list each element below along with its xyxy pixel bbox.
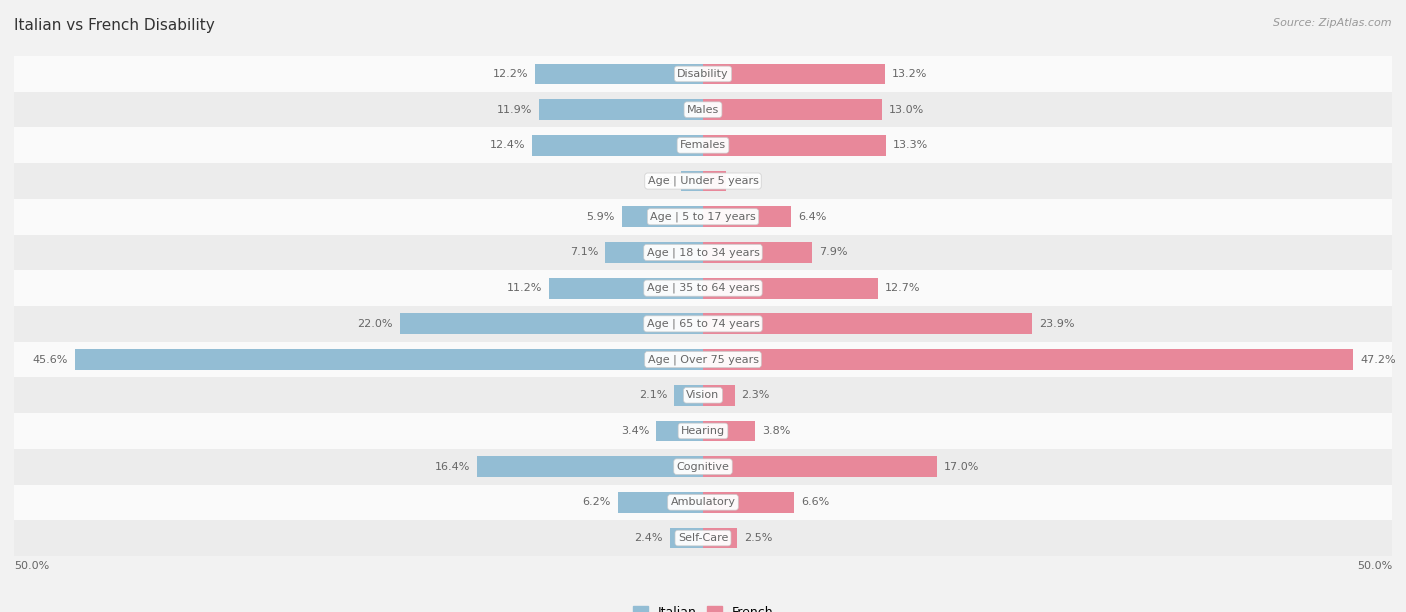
Bar xyxy=(605,242,703,263)
Text: 50.0%: 50.0% xyxy=(14,561,49,571)
Bar xyxy=(669,528,703,548)
Bar xyxy=(399,313,703,334)
Text: Age | 65 to 74 years: Age | 65 to 74 years xyxy=(647,319,759,329)
Text: 13.3%: 13.3% xyxy=(893,140,928,151)
Bar xyxy=(617,492,703,513)
Bar xyxy=(14,56,1392,92)
Bar xyxy=(703,457,938,477)
Bar xyxy=(14,163,1392,199)
Bar xyxy=(14,306,1392,341)
Text: 11.2%: 11.2% xyxy=(506,283,541,293)
Text: 23.9%: 23.9% xyxy=(1039,319,1074,329)
Text: 47.2%: 47.2% xyxy=(1360,354,1396,365)
Bar xyxy=(477,457,703,477)
Text: 12.2%: 12.2% xyxy=(492,69,529,79)
Bar xyxy=(703,278,877,299)
Text: 13.2%: 13.2% xyxy=(891,69,927,79)
Text: 11.9%: 11.9% xyxy=(496,105,531,114)
Text: Italian vs French Disability: Italian vs French Disability xyxy=(14,18,215,34)
Bar xyxy=(14,92,1392,127)
Bar xyxy=(534,64,703,84)
Bar xyxy=(14,520,1392,556)
Bar xyxy=(14,127,1392,163)
Text: 17.0%: 17.0% xyxy=(945,461,980,472)
Bar xyxy=(14,234,1392,271)
Bar xyxy=(14,485,1392,520)
Text: Age | 5 to 17 years: Age | 5 to 17 years xyxy=(650,212,756,222)
Text: 6.6%: 6.6% xyxy=(801,498,830,507)
Bar xyxy=(703,528,738,548)
Text: Females: Females xyxy=(681,140,725,151)
Bar xyxy=(14,378,1392,413)
Text: Age | Over 75 years: Age | Over 75 years xyxy=(648,354,758,365)
Text: 2.5%: 2.5% xyxy=(744,533,773,543)
Bar xyxy=(14,413,1392,449)
Text: Source: ZipAtlas.com: Source: ZipAtlas.com xyxy=(1274,18,1392,28)
Text: 1.7%: 1.7% xyxy=(734,176,762,186)
Text: 13.0%: 13.0% xyxy=(889,105,924,114)
Text: 50.0%: 50.0% xyxy=(1357,561,1392,571)
Bar xyxy=(703,135,886,155)
Bar xyxy=(14,449,1392,485)
Text: Vision: Vision xyxy=(686,390,720,400)
Bar xyxy=(703,99,882,120)
Bar xyxy=(621,206,703,227)
Text: Age | Under 5 years: Age | Under 5 years xyxy=(648,176,758,186)
Text: 2.4%: 2.4% xyxy=(634,533,664,543)
Bar xyxy=(703,171,727,192)
Text: 3.8%: 3.8% xyxy=(762,426,790,436)
Bar xyxy=(548,278,703,299)
Bar xyxy=(14,271,1392,306)
Text: 7.9%: 7.9% xyxy=(818,247,848,258)
Text: 2.1%: 2.1% xyxy=(638,390,668,400)
Legend: Italian, French: Italian, French xyxy=(627,600,779,612)
Text: 7.1%: 7.1% xyxy=(569,247,599,258)
Bar xyxy=(673,385,703,406)
Bar xyxy=(703,492,794,513)
Text: 5.9%: 5.9% xyxy=(586,212,614,222)
Text: 22.0%: 22.0% xyxy=(357,319,392,329)
Bar xyxy=(703,242,811,263)
Bar xyxy=(14,199,1392,234)
Text: Hearing: Hearing xyxy=(681,426,725,436)
Text: 3.4%: 3.4% xyxy=(621,426,650,436)
Bar xyxy=(681,171,703,192)
Text: 45.6%: 45.6% xyxy=(32,354,67,365)
Bar xyxy=(531,135,703,155)
Text: Males: Males xyxy=(688,105,718,114)
Bar xyxy=(657,420,703,441)
Text: 6.4%: 6.4% xyxy=(799,212,827,222)
Bar xyxy=(703,313,1032,334)
Bar xyxy=(703,420,755,441)
Text: 12.4%: 12.4% xyxy=(489,140,526,151)
Text: Self-Care: Self-Care xyxy=(678,533,728,543)
Bar xyxy=(538,99,703,120)
Bar xyxy=(14,341,1392,378)
Bar xyxy=(75,349,703,370)
Text: Ambulatory: Ambulatory xyxy=(671,498,735,507)
Bar xyxy=(703,206,792,227)
Text: 6.2%: 6.2% xyxy=(582,498,610,507)
Text: 12.7%: 12.7% xyxy=(884,283,921,293)
Text: Disability: Disability xyxy=(678,69,728,79)
Text: 16.4%: 16.4% xyxy=(434,461,470,472)
Text: Cognitive: Cognitive xyxy=(676,461,730,472)
Text: 2.3%: 2.3% xyxy=(741,390,770,400)
Bar xyxy=(703,349,1354,370)
Text: Age | 18 to 34 years: Age | 18 to 34 years xyxy=(647,247,759,258)
Text: 1.6%: 1.6% xyxy=(645,176,673,186)
Bar xyxy=(703,64,884,84)
Bar xyxy=(703,385,735,406)
Text: Age | 35 to 64 years: Age | 35 to 64 years xyxy=(647,283,759,293)
